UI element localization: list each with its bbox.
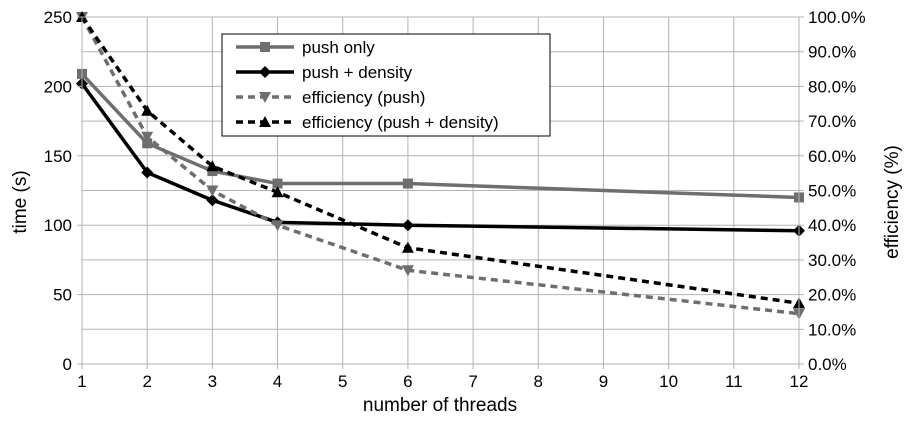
y-tick-label: 250 [44, 8, 72, 27]
legend-label: efficiency (push + density) [302, 113, 499, 132]
axes: 1 2 3 4 5 6 7 8 9 10 11 120.0%10.0%20.0%30.0%40.0%5… [44, 8, 866, 391]
x-tick-label: 2 [142, 372, 151, 391]
y2-tick-label: 20.0% [808, 286, 856, 305]
data-point [401, 219, 414, 232]
y-tick-label: 100 [44, 216, 72, 235]
legend-item: efficiency (push + density) [236, 113, 499, 132]
legend-marker [260, 42, 270, 52]
y-axis-title: time (s) [10, 170, 31, 233]
y2-tick-label: 90.0% [808, 43, 856, 62]
series-line [80, 16, 800, 316]
y-tick-label: 200 [44, 77, 72, 96]
y2-tick-label: 0.0% [808, 355, 847, 374]
x-tick-label: 6 [403, 372, 412, 391]
y2-tick-label: 40.0% [808, 216, 856, 235]
legend-marker [259, 66, 271, 78]
y2-tick-label: 30.0% [808, 251, 856, 270]
legend-label: efficiency (push) [302, 88, 425, 107]
data-point [401, 265, 414, 277]
y2-tick-label: 70.0% [808, 112, 856, 131]
y2-tick-label: 80.0% [808, 77, 856, 96]
legend: push only push + density efficiency (push)… [221, 33, 551, 137]
y-tick-label: 0 [63, 355, 72, 374]
x-tick-label: 5 [338, 372, 347, 391]
plot-frame [81, 16, 800, 365]
legend-box [221, 33, 551, 137]
data-point [402, 178, 413, 189]
data-point [141, 104, 154, 116]
series-line [80, 72, 800, 200]
series-line [80, 16, 800, 306]
y-tick-label: 50 [53, 286, 72, 305]
legend-item: efficiency (push) [236, 88, 425, 107]
y2-tick-label: 100.0% [808, 8, 866, 27]
data-point [206, 194, 219, 207]
data-point [271, 220, 284, 232]
series-2 [76, 12, 805, 320]
legend-item: push + density [236, 63, 413, 82]
legend-label: push + density [302, 63, 413, 82]
legend-label: push only [302, 38, 375, 57]
y2-tick-label: 10.0% [808, 320, 856, 339]
series-line [80, 82, 800, 233]
x-axis-title: number of threads [363, 395, 517, 416]
data-point [401, 241, 414, 253]
legend-marker [259, 92, 271, 103]
x-tick-label: 3 [208, 372, 217, 391]
y2-tick-label: 60.0% [808, 147, 856, 166]
x-tick-label: 11 [725, 372, 743, 391]
x-tick-label: 4 [273, 372, 282, 391]
y2-tick-label: 50.0% [808, 182, 856, 201]
data-point [206, 185, 219, 197]
data-point [206, 160, 219, 172]
x-tick-label: 7 [468, 372, 477, 391]
data-point [141, 131, 154, 143]
legend-marker [259, 116, 271, 127]
y2-axis-title: efficiency (%) [882, 145, 903, 259]
data-point [272, 178, 283, 189]
series-group [76, 11, 805, 320]
x-tick-label: 8 [534, 372, 543, 391]
legend-item: push only [236, 38, 375, 57]
x-tick-label: 9 [599, 372, 608, 391]
data-point [141, 166, 154, 179]
x-tick-label: 1 [77, 372, 86, 391]
data-point [271, 186, 284, 198]
x-tick-label: 10 [659, 372, 678, 391]
x-tick-label: 12 [790, 372, 809, 391]
data-point [142, 138, 153, 149]
y-tick-label: 150 [44, 147, 72, 166]
